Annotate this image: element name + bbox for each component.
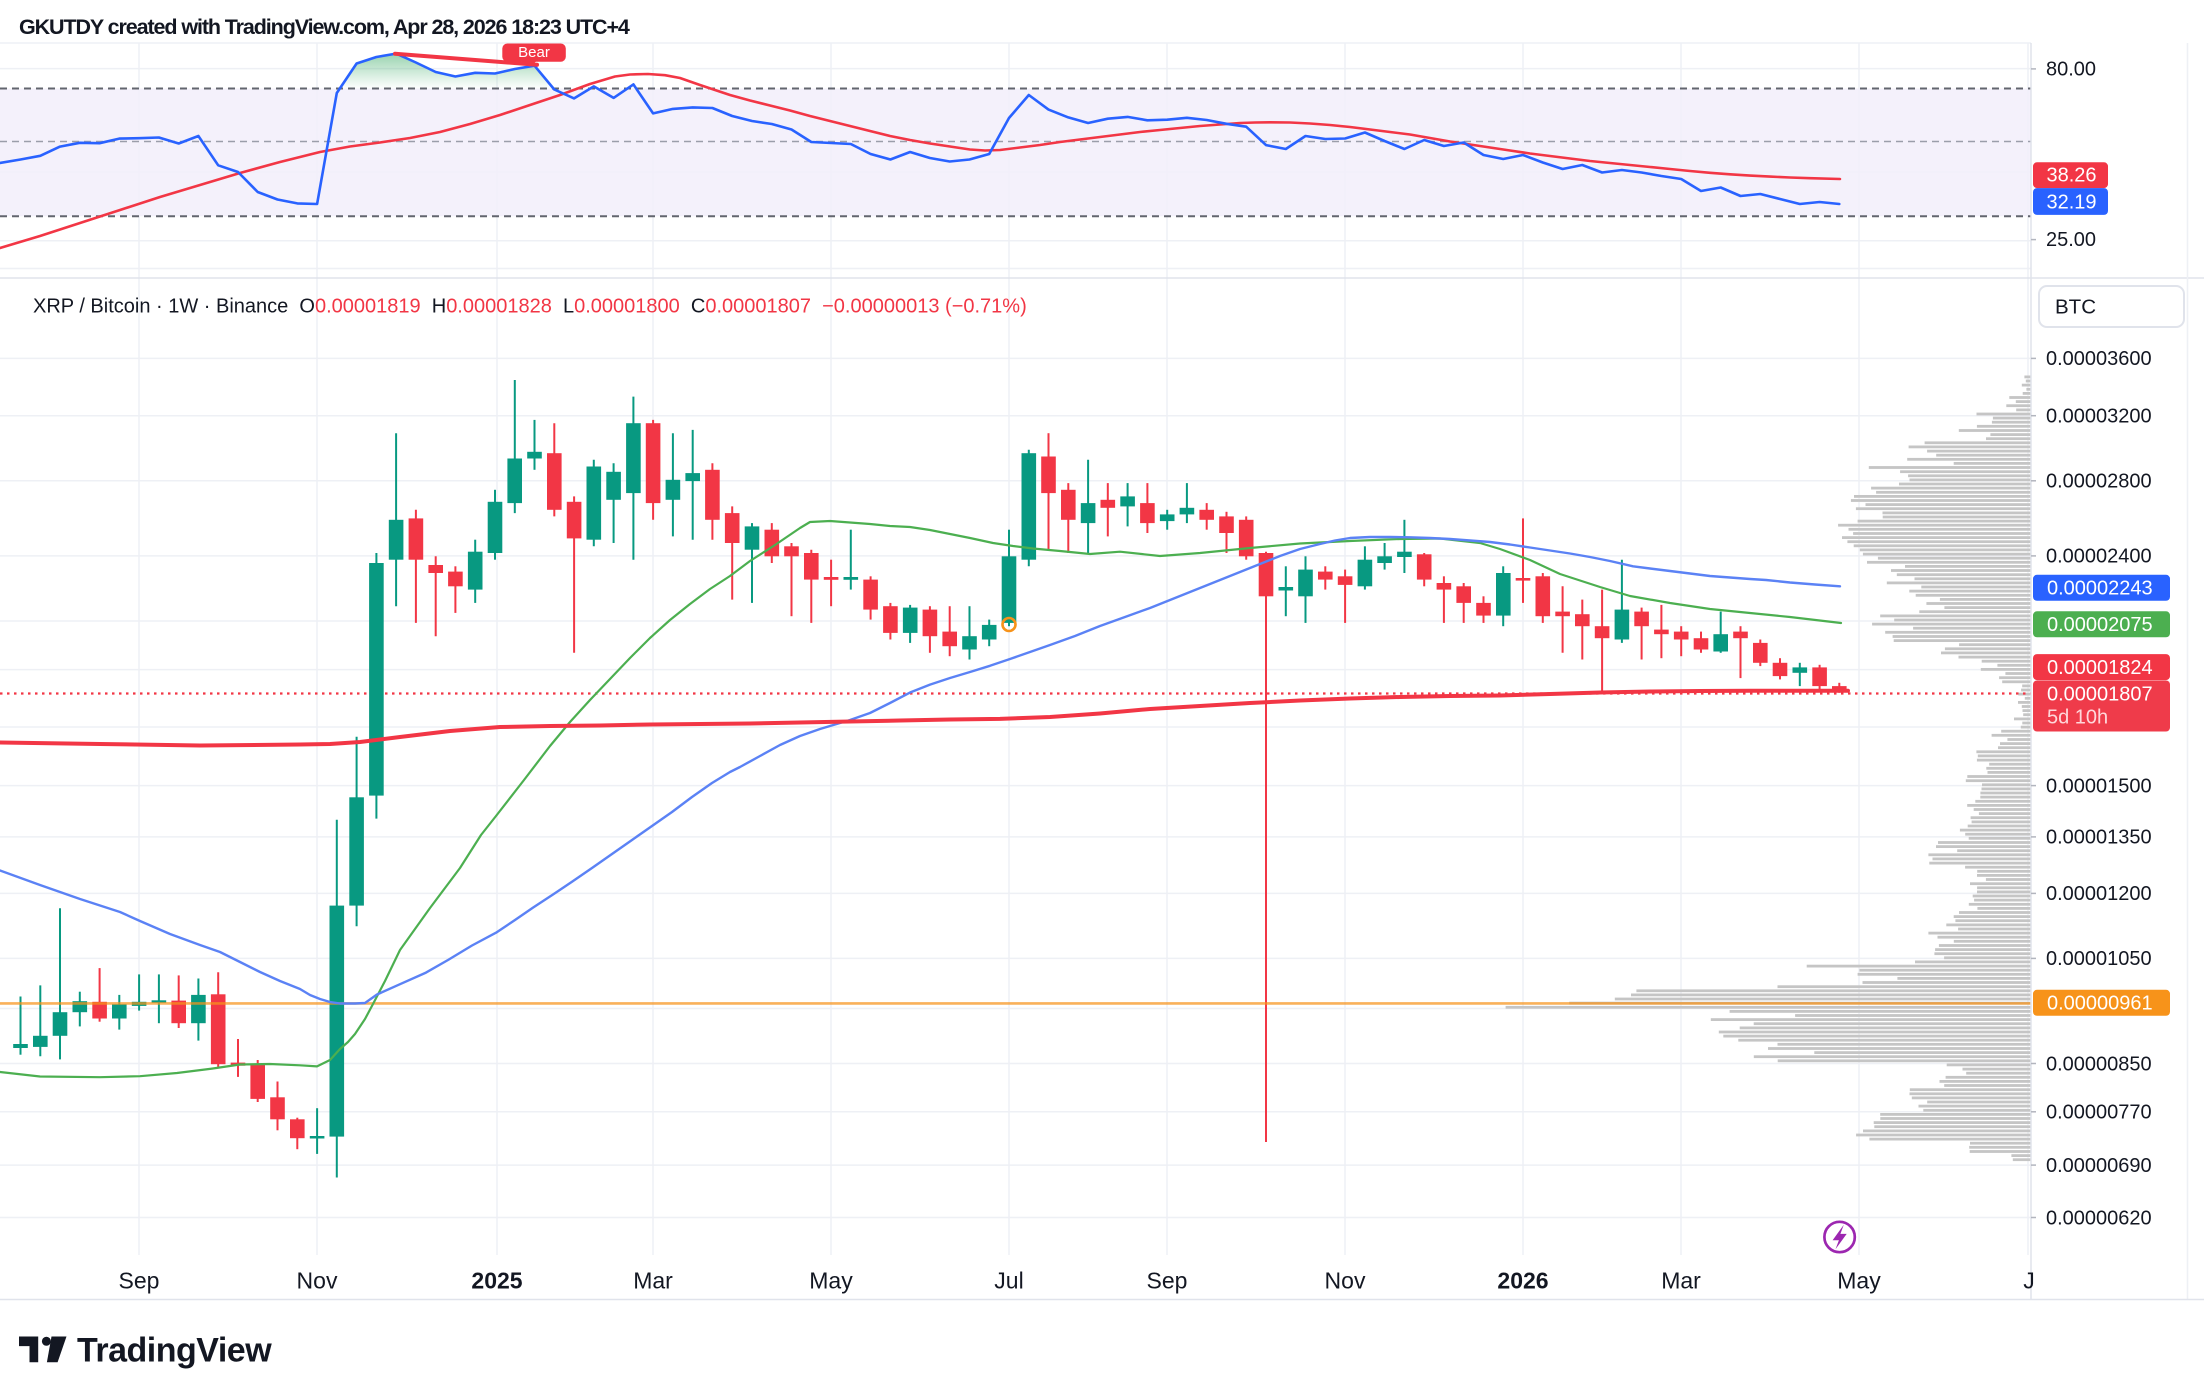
svg-text:0.00001050: 0.00001050 bbox=[2046, 948, 2152, 970]
svg-text:2026: 2026 bbox=[1497, 1268, 1548, 1294]
svg-text:0.00000850: 0.00000850 bbox=[2046, 1053, 2152, 1075]
svg-text:TradingView: TradingView bbox=[77, 1332, 272, 1370]
svg-text:0.00002075: 0.00002075 bbox=[2047, 614, 2153, 636]
svg-text:0.00000770: 0.00000770 bbox=[2046, 1102, 2152, 1124]
svg-text:0.00001200: 0.00001200 bbox=[2046, 883, 2152, 905]
svg-text:2025: 2025 bbox=[471, 1268, 522, 1294]
svg-text:Mar: Mar bbox=[633, 1268, 673, 1294]
svg-text:0.00000690: 0.00000690 bbox=[2046, 1155, 2152, 1177]
svg-text:0.00003200: 0.00003200 bbox=[2046, 406, 2152, 428]
svg-text:0.00000620: 0.00000620 bbox=[2046, 1207, 2152, 1229]
svg-text:GKUTDY created with TradingVie: GKUTDY created with TradingView.com, Apr… bbox=[19, 15, 630, 39]
svg-text:Nov: Nov bbox=[297, 1268, 338, 1294]
svg-text:Jul: Jul bbox=[994, 1268, 1023, 1294]
svg-text:BTC: BTC bbox=[2055, 296, 2096, 319]
svg-text:Sep: Sep bbox=[1147, 1268, 1188, 1294]
svg-text:Nov: Nov bbox=[1325, 1268, 1366, 1294]
svg-text:0.00001824: 0.00001824 bbox=[2047, 657, 2153, 679]
svg-text:May: May bbox=[1837, 1268, 1881, 1294]
svg-text:Bear: Bear bbox=[518, 44, 550, 61]
svg-text:0.00001500: 0.00001500 bbox=[2046, 775, 2152, 797]
svg-text:25.00: 25.00 bbox=[2046, 229, 2096, 251]
svg-text:0.00001807: 0.00001807 bbox=[2047, 684, 2153, 706]
svg-text:0.00002400: 0.00002400 bbox=[2046, 546, 2152, 568]
svg-text:J: J bbox=[2023, 1268, 2035, 1294]
svg-text:0.00001350: 0.00001350 bbox=[2046, 827, 2152, 849]
svg-text:XRP / Bitcoin · 1W · Binance: XRP / Bitcoin · 1W · Binance O0.00001819… bbox=[33, 296, 1027, 318]
svg-text:38.26: 38.26 bbox=[2047, 165, 2097, 187]
svg-text:0.00003600: 0.00003600 bbox=[2046, 348, 2152, 370]
svg-text:May: May bbox=[809, 1268, 853, 1294]
svg-text:Mar: Mar bbox=[1661, 1268, 1701, 1294]
svg-text:0.00002800: 0.00002800 bbox=[2046, 471, 2152, 493]
svg-text:0.00002243: 0.00002243 bbox=[2047, 578, 2153, 600]
svg-text:32.19: 32.19 bbox=[2047, 192, 2097, 214]
svg-text:80.00: 80.00 bbox=[2046, 59, 2096, 81]
svg-text:0.00000961: 0.00000961 bbox=[2047, 993, 2153, 1015]
svg-text:5d 10h: 5d 10h bbox=[2047, 707, 2108, 729]
svg-text:Sep: Sep bbox=[119, 1268, 160, 1294]
